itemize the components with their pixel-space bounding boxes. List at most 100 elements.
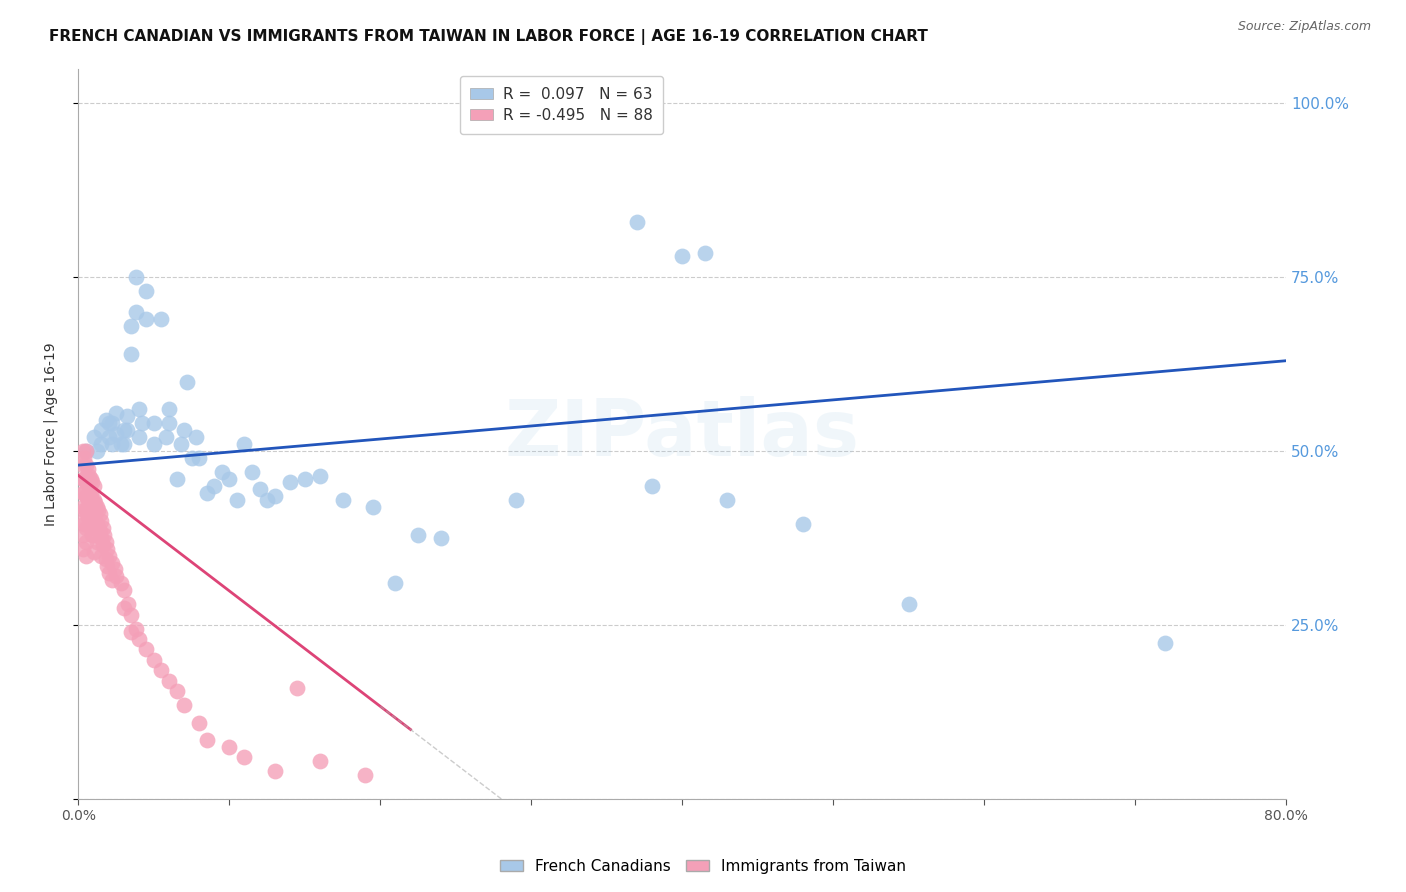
Point [112, 437, 135, 451]
Point [105, 406, 128, 420]
Point [80, 527, 103, 541]
Point [263, 490, 285, 504]
Point [120, 607, 142, 622]
Point [150, 664, 173, 678]
Point [792, 517, 814, 532]
Point [86, 534, 108, 549]
Point [83, 430, 105, 444]
Point [80, 492, 103, 507]
Point [309, 468, 332, 483]
Point [72, 500, 94, 514]
Point [256, 492, 278, 507]
Point [73, 503, 96, 517]
Point [354, 768, 377, 782]
Point [142, 653, 165, 667]
Point [120, 625, 142, 640]
Point [135, 642, 157, 657]
Point [170, 437, 193, 451]
Point [128, 632, 150, 646]
Point [84, 496, 107, 510]
Point [73, 451, 96, 466]
Point [135, 284, 157, 298]
Point [188, 715, 211, 730]
Point [671, 249, 693, 263]
Point [278, 475, 301, 490]
Point [249, 483, 271, 497]
Point [75, 458, 97, 472]
Point [77, 486, 100, 500]
Point [100, 573, 122, 587]
Point [90, 514, 112, 528]
Point [120, 347, 142, 361]
Point [79, 521, 101, 535]
Point [716, 492, 738, 507]
Point [75, 503, 97, 517]
Point [87, 503, 110, 517]
Y-axis label: In Labor Force | Age 16-19: In Labor Force | Age 16-19 [44, 342, 58, 525]
Point [72, 527, 94, 541]
Point [897, 597, 920, 611]
Point [218, 739, 240, 754]
Point [94, 413, 117, 427]
Point [173, 423, 195, 437]
Point [91, 521, 114, 535]
Point [142, 437, 165, 451]
Point [104, 562, 127, 576]
Point [115, 423, 138, 437]
Point [75, 444, 97, 458]
Point [332, 492, 354, 507]
Point [97, 417, 120, 431]
Point [72, 458, 94, 472]
Point [110, 437, 132, 451]
Point [135, 312, 157, 326]
Point [218, 472, 240, 486]
Point [80, 475, 103, 490]
Point [75, 490, 97, 504]
Point [120, 318, 142, 333]
Point [112, 423, 135, 437]
Point [176, 375, 198, 389]
Point [86, 500, 108, 514]
Point [93, 527, 115, 541]
Point [83, 510, 105, 524]
Point [142, 417, 165, 431]
Point [125, 305, 148, 319]
Point [89, 524, 111, 539]
Point [294, 472, 316, 486]
Point [157, 417, 180, 431]
Point [90, 531, 112, 545]
Point [125, 270, 148, 285]
Point [195, 486, 218, 500]
Point [693, 246, 716, 260]
Point [233, 750, 256, 764]
Point [79, 503, 101, 517]
Point [90, 437, 112, 451]
Point [97, 566, 120, 580]
Point [384, 576, 406, 591]
Point [100, 437, 122, 451]
Point [72, 444, 94, 458]
Point [91, 538, 114, 552]
Point [72, 486, 94, 500]
Point [166, 472, 188, 486]
Point [73, 486, 96, 500]
Point [226, 492, 249, 507]
Point [361, 500, 384, 514]
Point [84, 514, 107, 528]
Point [79, 472, 101, 486]
Point [100, 556, 122, 570]
Point [97, 549, 120, 563]
Point [73, 472, 96, 486]
Legend: R =  0.097   N = 63, R = -0.495   N = 88: R = 0.097 N = 63, R = -0.495 N = 88 [460, 76, 664, 134]
Point [211, 465, 233, 479]
Point [86, 517, 108, 532]
Point [195, 733, 218, 747]
Point [125, 622, 148, 636]
Point [76, 461, 98, 475]
Point [94, 534, 117, 549]
Point [309, 754, 332, 768]
Point [96, 559, 118, 574]
Point [72, 541, 94, 556]
Point [150, 312, 173, 326]
Point [77, 503, 100, 517]
